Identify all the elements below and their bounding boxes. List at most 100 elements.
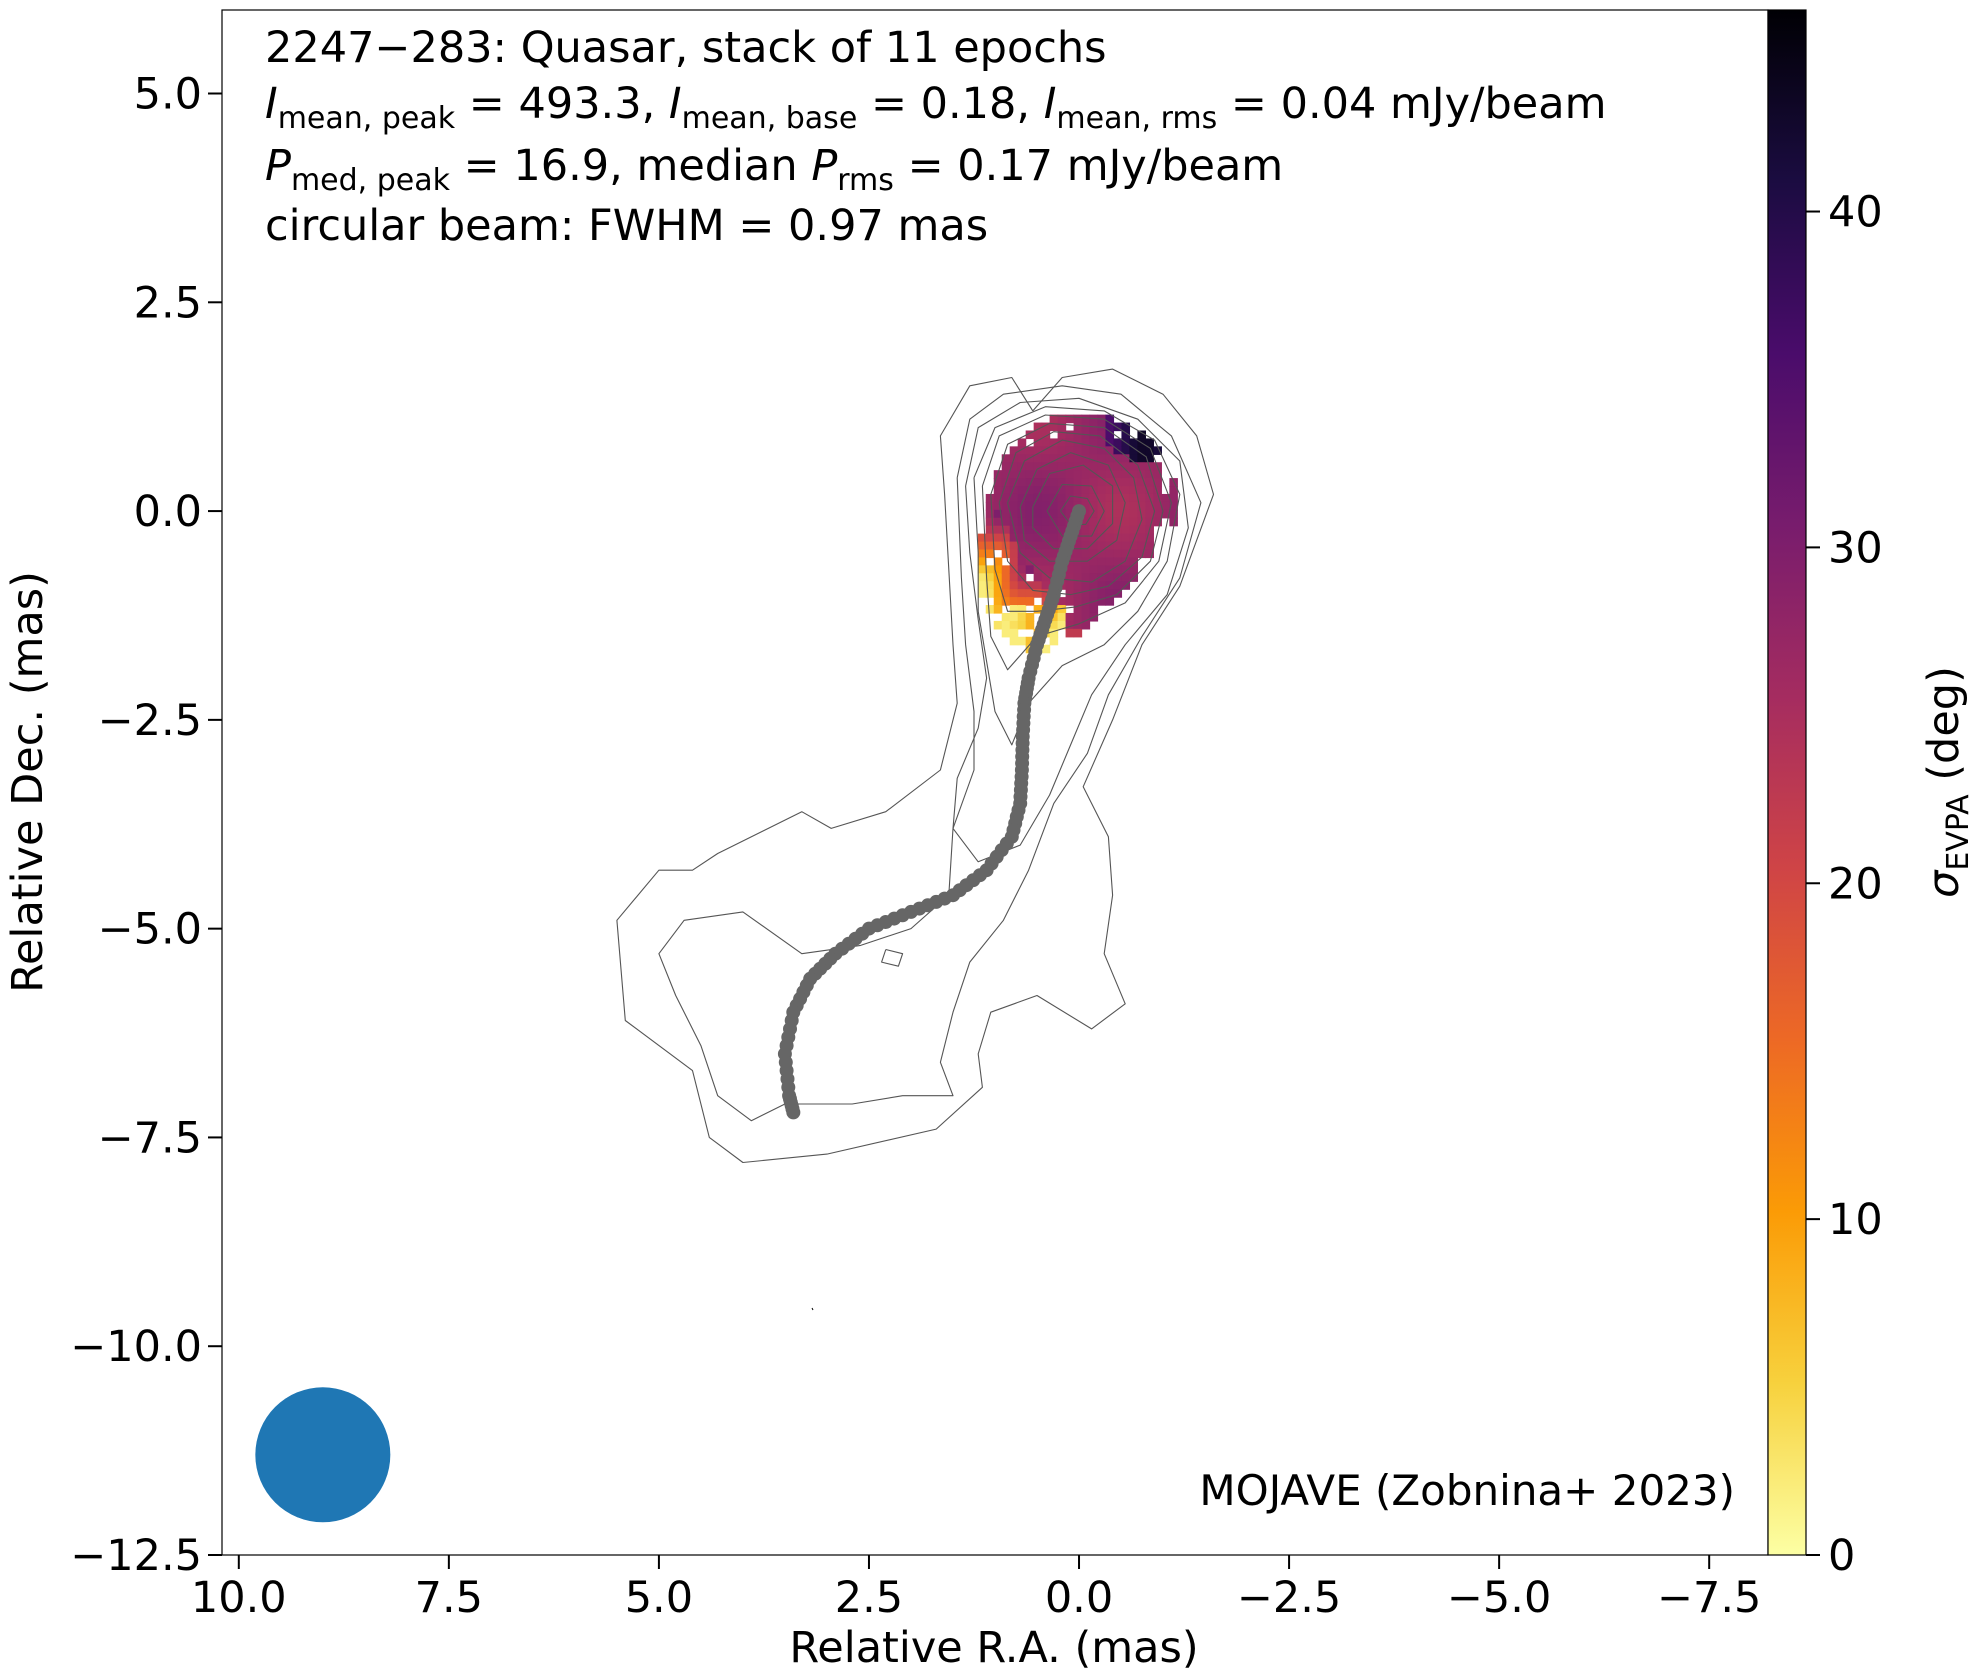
pol-pixel	[1089, 470, 1099, 479]
pol-pixel	[1105, 533, 1115, 543]
pol-pixel	[1121, 549, 1131, 559]
pol-pixel	[1001, 493, 1011, 503]
pol-pixel	[1105, 414, 1115, 424]
colorbar-tick-label: 30	[1828, 523, 1883, 573]
pol-pixel	[977, 533, 987, 543]
pol-pixel	[1073, 486, 1083, 495]
pol-pixel	[1137, 430, 1146, 440]
pol-pixel	[1129, 478, 1139, 487]
pol-pixel	[1097, 557, 1107, 567]
pol-pixel	[1089, 478, 1099, 487]
pol-pixel	[993, 573, 1003, 582]
pol-pixel	[1113, 557, 1123, 567]
pol-pixel	[993, 525, 1003, 535]
x-tick-label: 7.5	[415, 1573, 483, 1623]
pol-pixel	[1137, 478, 1146, 487]
pol-pixel	[1065, 581, 1075, 590]
pol-pixel	[1073, 414, 1083, 424]
pol-pixel	[1105, 597, 1115, 606]
pol-pixel	[1073, 628, 1083, 638]
pol-pixel	[977, 581, 987, 590]
pol-pixel	[1017, 446, 1027, 455]
pol-pixel	[1145, 486, 1154, 495]
pol-pixel	[1049, 509, 1059, 519]
pol-pixel	[1113, 454, 1123, 463]
pol-pixel	[1097, 541, 1107, 551]
pol-pixel	[1049, 422, 1059, 432]
pol-pixel	[1137, 517, 1146, 527]
pol-pixel	[1113, 462, 1123, 471]
y-tick-label: 0.0	[134, 487, 202, 537]
pol-pixel	[1009, 605, 1019, 614]
pol-pixel	[1025, 620, 1035, 630]
pol-pixel	[1113, 581, 1123, 590]
pol-pixel	[1121, 517, 1131, 527]
pol-pixel	[1169, 517, 1178, 527]
pol-pixel	[985, 573, 995, 582]
pol-pixel	[1073, 470, 1083, 479]
pol-pixel	[1049, 541, 1059, 551]
pol-pixel	[1025, 589, 1035, 598]
pol-pixel	[1137, 549, 1146, 559]
intensity-contour	[981, 414, 1172, 671]
pol-pixel	[1081, 620, 1091, 630]
pol-pixel	[1073, 493, 1083, 503]
y-tick-label: −12.5	[70, 1531, 202, 1581]
pol-pixel	[1081, 414, 1091, 424]
pol-pixel	[1009, 589, 1019, 598]
pol-pixel	[1041, 509, 1051, 519]
pol-pixel	[1049, 414, 1059, 424]
pol-pixel	[1033, 438, 1043, 447]
beam-ellipse	[255, 1387, 391, 1523]
pol-pixel	[1145, 438, 1154, 447]
pol-pixel	[1041, 422, 1051, 432]
pol-pixel	[993, 509, 1003, 519]
pol-pixel	[1121, 454, 1131, 463]
pol-pixel	[1065, 414, 1075, 424]
pol-pixel	[1065, 620, 1075, 630]
pol-pixel	[1153, 470, 1162, 479]
pol-pixel	[977, 549, 987, 559]
pol-pixel	[1017, 565, 1027, 574]
pol-pixel	[1073, 446, 1083, 455]
pol-pixel	[1049, 478, 1059, 487]
pol-pixel	[1041, 565, 1051, 574]
intensity-contour	[1046, 483, 1105, 537]
pol-pixel	[1169, 509, 1178, 519]
pol-pixel	[1025, 493, 1035, 503]
x-axis-label: Relative R.A. (mas)	[789, 1623, 1198, 1673]
pol-pixel	[1041, 644, 1051, 654]
pol-pixel	[1137, 501, 1146, 511]
pol-pixel	[1153, 446, 1162, 455]
pol-pixel	[1049, 628, 1059, 638]
pol-pixel	[1081, 605, 1091, 614]
pol-pixel	[1057, 422, 1067, 432]
pol-pixel	[1025, 597, 1035, 606]
pol-pixel	[1121, 430, 1131, 440]
pol-pixel	[1097, 462, 1107, 471]
pol-pixel	[1017, 438, 1027, 447]
pol-pixel	[1017, 581, 1027, 590]
pol-pixel	[1145, 549, 1154, 559]
pol-pixel	[1161, 493, 1170, 503]
pol-pixel	[1041, 533, 1051, 543]
pol-pixel	[1105, 573, 1115, 582]
pol-pixel	[1041, 454, 1051, 463]
pol-pixel	[1033, 581, 1043, 590]
pol-pixel	[1097, 430, 1107, 440]
pol-pixel	[977, 589, 987, 598]
pol-pixel	[1057, 430, 1067, 440]
pol-pixel	[1065, 462, 1075, 471]
pol-pixel	[1041, 470, 1051, 479]
y-tick-label: 5.0	[134, 70, 202, 120]
pol-pixel	[1137, 509, 1146, 519]
pol-pixel	[1009, 612, 1019, 622]
pol-pixel	[1121, 541, 1131, 551]
pol-pixel	[1113, 422, 1123, 432]
pol-pixel	[1041, 430, 1051, 440]
pol-pixel	[1089, 549, 1099, 559]
pol-pixel	[1017, 501, 1027, 511]
pol-pixel	[985, 581, 995, 590]
pol-pixel	[1073, 430, 1083, 440]
pol-pixel	[1089, 541, 1099, 551]
